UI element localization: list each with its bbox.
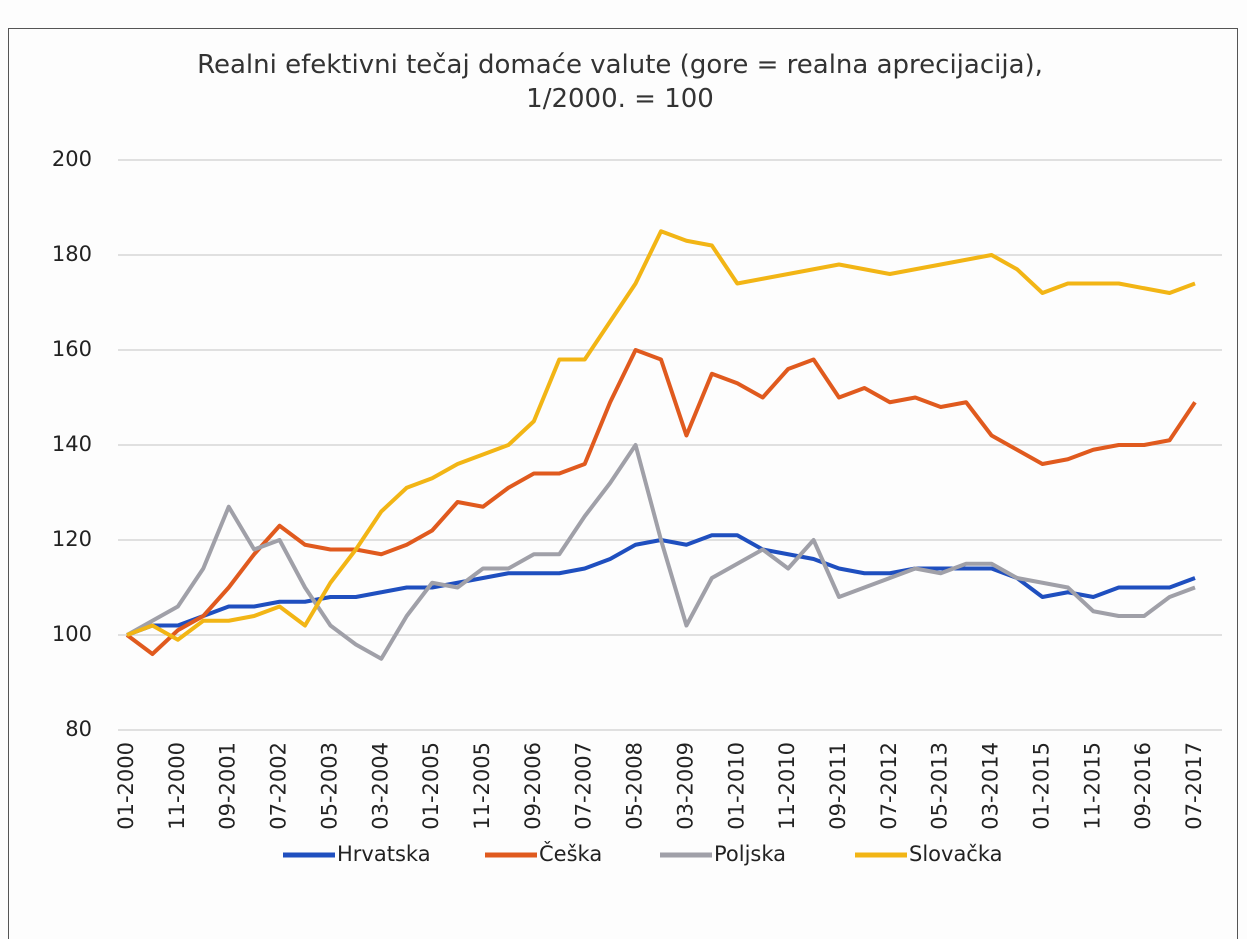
y-tick-label: 100 xyxy=(52,622,92,646)
x-tick-label: 01-2010 xyxy=(724,742,748,830)
x-tick-label: 09-2016 xyxy=(1131,742,1155,830)
x-tick-label: 01-2000 xyxy=(114,742,138,830)
x-tick-label: 03-2014 xyxy=(979,742,1003,830)
y-tick-label: 140 xyxy=(52,432,92,456)
x-tick-label: 07-2007 xyxy=(572,742,596,830)
x-tick-label: 07-2017 xyxy=(1182,742,1206,830)
x-tick-label: 07-2012 xyxy=(877,742,901,830)
y-tick-label: 180 xyxy=(52,242,92,266)
x-tick-label: 01-2005 xyxy=(419,742,443,830)
chart-title: Realni efektivni tečaj domaće valute (go… xyxy=(197,50,1043,114)
legend-label: Hrvatska xyxy=(337,842,431,866)
x-tick-label: 05-2013 xyxy=(928,742,952,830)
data-line xyxy=(125,348,1197,656)
legend-label: Češka xyxy=(539,841,602,866)
x-tick-label: 03-2004 xyxy=(368,742,392,830)
chart-frame xyxy=(8,28,1238,939)
x-tick-label: 05-2008 xyxy=(623,742,647,830)
legend-label: Slovačka xyxy=(909,842,1003,866)
x-tick-label: 09-2011 xyxy=(826,742,850,830)
x-tick-label: 09-2006 xyxy=(521,742,545,830)
x-tick-label: 11-2010 xyxy=(775,742,799,830)
x-tick-label: 11-2015 xyxy=(1080,742,1104,830)
x-tick-label: 09-2001 xyxy=(216,742,240,830)
y-tick-label: 80 xyxy=(65,717,92,741)
x-tick-label: 03-2009 xyxy=(673,742,697,830)
x-tick-label: 11-2005 xyxy=(470,742,494,830)
y-tick-label: 200 xyxy=(52,147,92,171)
x-tick-label: 11-2000 xyxy=(165,742,189,830)
x-tick-label: 07-2002 xyxy=(267,742,291,830)
data-line xyxy=(126,229,1196,642)
legend-label: Poljska xyxy=(714,842,786,866)
data-line xyxy=(126,443,1196,661)
x-tick-label: 05-2003 xyxy=(317,742,341,830)
y-tick-label: 160 xyxy=(52,337,92,361)
x-tick-label: 01-2015 xyxy=(1029,742,1053,830)
y-tick-label: 120 xyxy=(52,527,92,551)
